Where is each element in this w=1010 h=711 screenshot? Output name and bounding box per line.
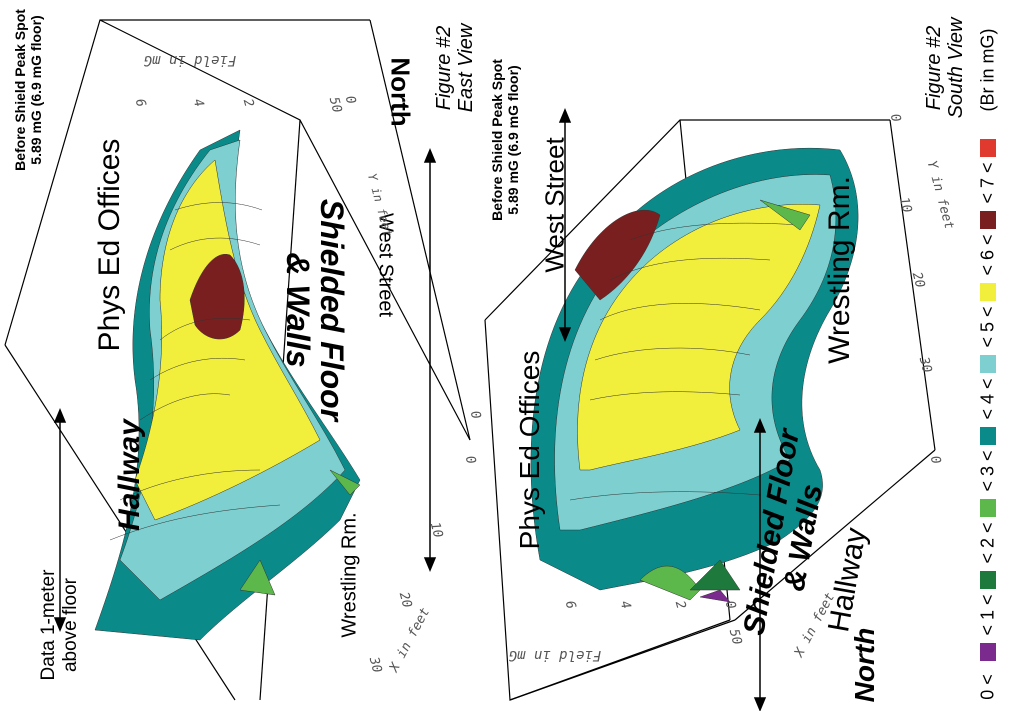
- legend-label: < 6 <: [977, 234, 998, 276]
- legend-swatch: [980, 139, 996, 157]
- legend-swatch: [980, 211, 996, 229]
- legend-swatch: [980, 355, 996, 373]
- east-north-label: North: [385, 57, 416, 127]
- legend-label: < 2 <: [977, 522, 998, 564]
- south-figure-caption: Figure #2 South View: [923, 17, 967, 119]
- east-phys-ed-label: Phys Ed Offices: [93, 138, 126, 352]
- east-view-box: [4, 19, 471, 701]
- east-field-axis: Field in mG: [143, 52, 237, 68]
- legend-swatch: [980, 643, 996, 661]
- south-west-street-label: West Street: [539, 137, 570, 273]
- east-peak-label: Before Shield Peak Spot 5.89 mG (6.9 mG …: [12, 9, 44, 171]
- legend-label: < 3 <: [977, 450, 998, 492]
- east-shielded-label: Shielded Floor & Walls: [280, 198, 350, 422]
- legend-swatch: [980, 571, 996, 589]
- south-peak-label: Before Shield Peak Spot 5.89 mG (6.9 mG …: [489, 59, 521, 221]
- south-wrestling-label: Wrestling Rm.: [823, 176, 856, 364]
- legend-swatch: [980, 283, 996, 301]
- color-legend: 0 < < 1 < < 2 < < 3 < < 4 < < 5 < < 6 < < 7 < (…: [968, 0, 1008, 711]
- east-wrestling-label: Wrestling Rm.: [338, 512, 361, 638]
- south-field-axis: Field in mG: [508, 647, 602, 663]
- direction-arrows: [53, 108, 767, 711]
- legend-label: < 7 <: [977, 162, 998, 204]
- legend-label: 0 <: [977, 674, 998, 700]
- south-north-label: North: [849, 627, 880, 703]
- legend-label: < 4 <: [977, 378, 998, 420]
- east-surface: [94, 129, 361, 641]
- legend-swatch: [980, 499, 996, 517]
- legend-label: < 5 <: [977, 306, 998, 348]
- legend-title: (Br in mG): [977, 28, 998, 112]
- south-phys-ed-label: Phys Ed Offices: [514, 350, 545, 550]
- legend-swatch: [980, 427, 996, 445]
- east-hallway-label: Hallway: [113, 419, 146, 531]
- south-surface: [530, 147, 859, 603]
- east-data-note: Data 1-meter above floor: [38, 569, 81, 681]
- legend-label: < 1 <: [977, 594, 998, 636]
- east-figure-caption: Figure #2 East View: [433, 23, 477, 113]
